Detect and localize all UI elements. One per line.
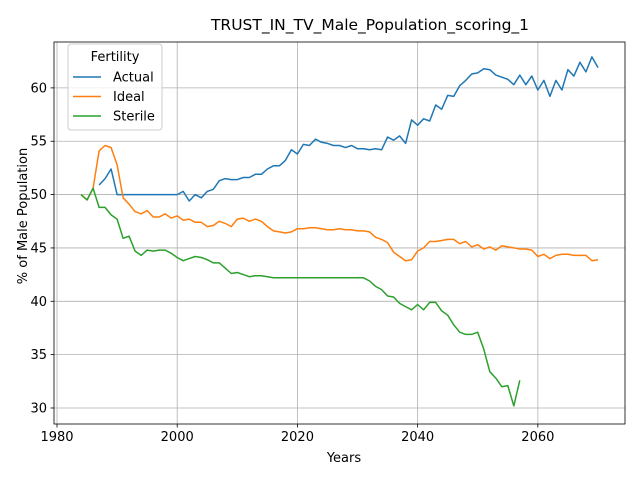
x-axis-title: Years xyxy=(326,451,362,466)
legend-items: Actual Ideal Sterile xyxy=(73,71,155,125)
legend-label-actual: Actual xyxy=(113,71,154,86)
y-axis-ticks: 30 35 40 45 50 55 60 xyxy=(30,81,54,416)
y-tick-label: 45 xyxy=(30,241,47,256)
y-tick-label: 55 xyxy=(30,135,47,150)
legend-box xyxy=(67,43,163,131)
series-line-actual xyxy=(98,56,599,202)
series-line-sterile xyxy=(80,187,521,407)
y-tick-label: 30 xyxy=(30,401,47,416)
x-tick-label: 1980 xyxy=(40,430,73,445)
y-tick-label: 50 xyxy=(30,188,47,203)
x-tick-label: 2040 xyxy=(401,430,434,445)
x-tick-label: 2060 xyxy=(521,430,554,445)
plot-frame xyxy=(53,41,626,425)
legend: Fertility Actual Ideal Sterile xyxy=(67,43,163,131)
chart-title: TRUST_IN_TV_Male_Population_scoring_1 xyxy=(210,16,529,35)
grid-lines xyxy=(54,42,625,424)
series-line-ideal xyxy=(80,144,599,262)
y-axis-title: % of Male Population xyxy=(16,148,31,284)
y-tick-label: 60 xyxy=(30,81,47,96)
legend-label-ideal: Ideal xyxy=(113,90,145,105)
x-tick-label: 2020 xyxy=(281,430,314,445)
y-tick-label: 40 xyxy=(30,295,47,310)
x-axis-ticks: 1980 2000 2020 2040 2060 xyxy=(40,424,554,445)
x-tick-label: 2000 xyxy=(161,430,194,445)
legend-label-sterile: Sterile xyxy=(113,110,155,125)
y-tick-label: 35 xyxy=(30,348,47,363)
series-lines xyxy=(80,56,599,407)
legend-title: Fertility xyxy=(91,50,140,65)
